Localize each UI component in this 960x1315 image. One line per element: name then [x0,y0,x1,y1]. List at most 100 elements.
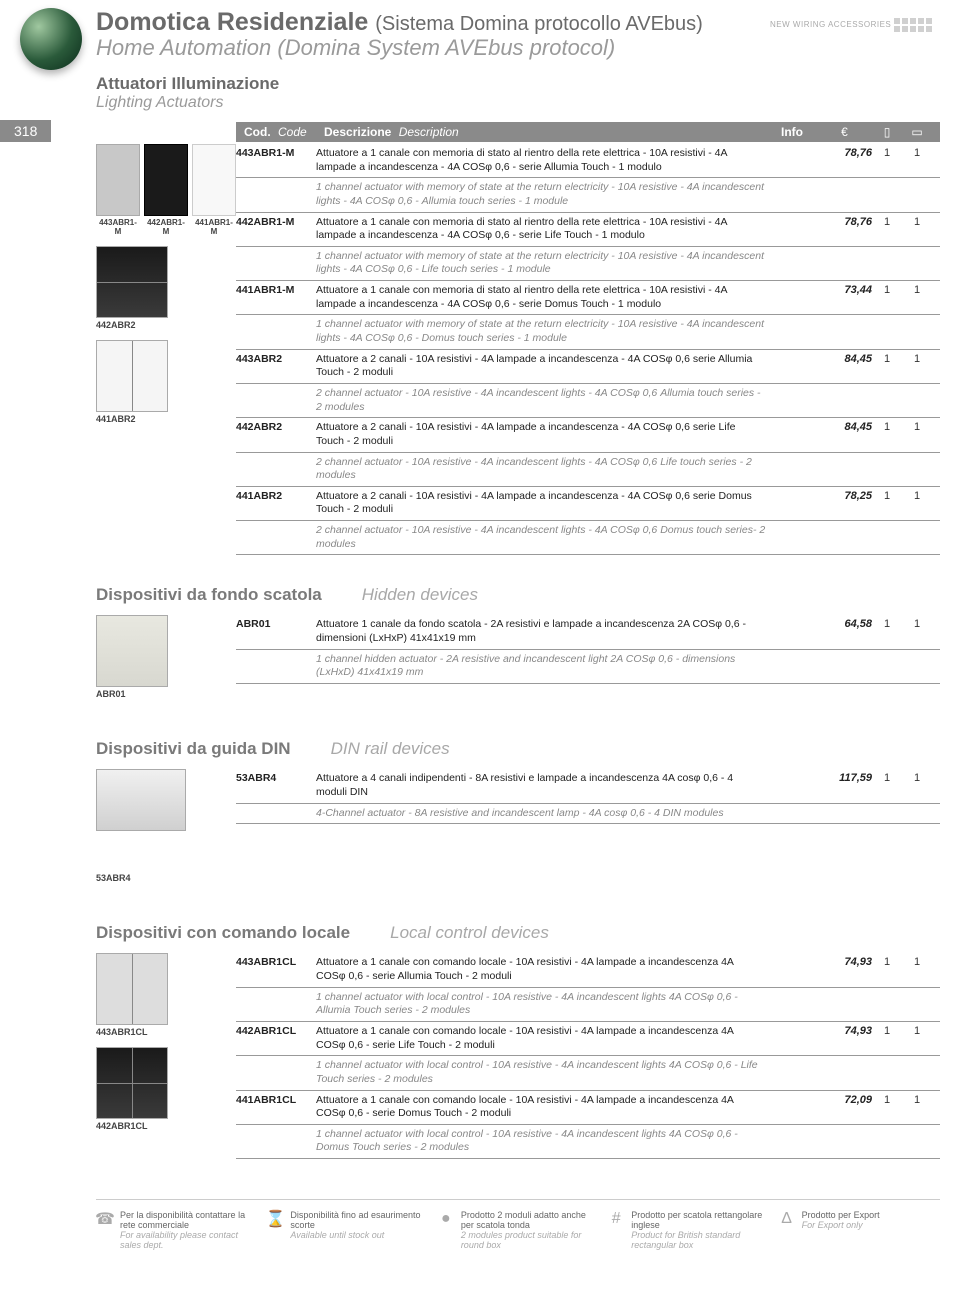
row-q1: 1 [872,618,902,645]
row-desc: Attuatore a 4 canali indipendenti - 8A r… [316,772,767,799]
thumb-label: 443ABR1-M [96,218,140,236]
row-q2: 1 [902,353,932,380]
row-info [767,216,817,243]
footer-icon: ● [437,1210,455,1228]
footer-icon: ⌛ [266,1210,284,1228]
thumb-443abr1m [96,144,140,216]
footer-icon: Δ [778,1210,796,1228]
table-row: 442ABR1CL Attuatore a 1 canale con coman… [236,1022,940,1056]
table-row: ABR01 Attuatore 1 canale da fondo scatol… [236,615,940,649]
row-q2: 1 [902,284,932,311]
table-header: Cod. Code Descrizione Description Info €… [236,122,940,142]
section-title-it: Dispositivi con comando locale [96,923,350,943]
footer-item: ⌛ Disponibilità fino ad esaurimento scor… [266,1210,428,1250]
table-row-en: 2 channel actuator - 10A resistive - 4A … [236,453,940,487]
row-code: 443ABR1CL [236,956,316,983]
th-pack1-icon: ▯ [872,125,902,139]
footer-text: Disponibilità fino ad esaurimento scorte… [290,1210,428,1250]
row-desc: Attuatore 1 canale da fondo scatola - 2A… [316,618,767,645]
footer-legend: ☎ Per la disponibilità contattare la ret… [96,1199,940,1250]
footer-text: Prodotto per scatola rettangolare ingles… [631,1210,769,1250]
section-local: 443ABR1CL 442ABR1CL 443ABR1CL Attuatore … [96,953,940,1159]
thumb-53abr4 [96,769,186,831]
row-q2: 1 [902,216,932,243]
row-price: 73,44 [817,284,872,311]
thumb-abr01 [96,615,168,687]
row-desc-en: 1 channel actuator with local control - … [316,1128,767,1155]
row-info [767,618,817,645]
row-q1: 1 [872,956,902,983]
thumb-443abr1cl [96,953,168,1025]
table-row: 442ABR1-M Attuatore a 1 canale con memor… [236,213,940,247]
row-info [767,490,817,517]
row-desc: Attuatore a 1 canale con memoria di stat… [316,284,767,311]
row-price: 72,09 [817,1094,872,1121]
product-thumbs-triple [96,144,236,216]
table-row: 442ABR2 Attuatore a 2 canali - 10A resis… [236,418,940,452]
row-desc-en: 1 channel actuator with memory of state … [316,250,767,277]
image-column: 443ABR1-M 442ABR1-M 441ABR1-M 442ABR2 44… [96,144,236,555]
row-code: 441ABR1CL [236,1094,316,1121]
table-row-en: 1 channel actuator with memory of state … [236,247,940,281]
data-column: 443ABR1CL Attuatore a 1 canale con coman… [236,953,940,1159]
row-code: 441ABR2 [236,490,316,517]
footer-item: ● Prodotto 2 moduli adatto anche per sca… [437,1210,599,1250]
row-desc-en: 2 channel actuator - 10A resistive - 4A … [316,456,767,483]
row-price: 78,25 [817,490,872,517]
table-row: 53ABR4 Attuatore a 4 canali indipendenti… [236,769,940,803]
table-row-en: 2 channel actuator - 10A resistive - 4A … [236,384,940,418]
section-title-local: Dispositivi con comando locale Local con… [96,923,940,943]
row-price: 84,45 [817,421,872,448]
row-desc-en: 1 channel actuator with local control - … [316,1059,767,1086]
data-column: 443ABR1-M Attuatore a 1 canale con memor… [236,144,940,555]
table-row: 443ABR1CL Attuatore a 1 canale con coman… [236,953,940,987]
table-row-en: 1 channel actuator with local control - … [236,988,940,1022]
row-code: 53ABR4 [236,772,316,799]
table-row: 443ABR1-M Attuatore a 1 canale con memor… [236,144,940,178]
row-q2: 1 [902,1025,932,1052]
section-main: Cod. Code Descrizione Description Info €… [96,122,940,555]
row-desc-en: 1 channel hidden actuator - 2A resistive… [316,653,767,680]
image-column: ABR01 [96,615,236,709]
image-column: 443ABR1CL 442ABR1CL [96,953,236,1159]
row-desc-en: 2 channel actuator - 10A resistive - 4A … [316,387,767,414]
row-price: 74,93 [817,1025,872,1052]
row-q2: 1 [902,618,932,645]
row-price: 117,59 [817,772,872,799]
th-price: € [817,125,872,139]
row-q2: 1 [902,772,932,799]
title-paren: (Sistema Domina protocollo AVEbus) [375,13,703,35]
row-q2: 1 [902,1094,932,1121]
th-info: Info [767,125,817,139]
category-sphere-icon [20,8,82,70]
row-desc: Attuatore a 1 canale con memoria di stat… [316,216,767,243]
thumb-label: 443ABR1CL [96,1027,236,1037]
row-q1: 1 [872,1025,902,1052]
row-info [767,1094,817,1121]
row-price: 78,76 [817,147,872,174]
row-desc-en: 4-Channel actuator - 8A resistive and in… [316,807,767,821]
th-code: Cod. Code [244,125,324,139]
row-info [767,147,817,174]
badge-text: NEW WIRING ACCESSORIES [770,20,891,29]
brand-badge: NEW WIRING ACCESSORIES [770,18,932,32]
row-q1: 1 [872,147,902,174]
row-q1: 1 [872,421,902,448]
thumb-label: ABR01 [96,689,236,699]
row-desc: Attuatore a 2 canali - 10A resistivi - 4… [316,353,767,380]
row-q2: 1 [902,421,932,448]
table-row-en: 2 channel actuator - 10A resistive - 4A … [236,521,940,555]
subtitle-en: Lighting Actuators [96,94,940,112]
row-info [767,956,817,983]
row-price: 74,93 [817,956,872,983]
row-desc-en: 2 channel actuator - 10A resistive - 4A … [316,524,767,551]
row-info [767,353,817,380]
row-desc: Attuatore a 1 canale con comando locale … [316,956,767,983]
row-desc: Attuatore a 1 canale con comando locale … [316,1025,767,1052]
thumb-441abr1m [192,144,236,216]
footer-text: Prodotto 2 moduli adatto anche per scato… [461,1210,599,1250]
row-price: 78,76 [817,216,872,243]
row-q1: 1 [872,353,902,380]
thumb-442abr1m [144,144,188,216]
row-desc: Attuatore a 1 canale con comando locale … [316,1094,767,1121]
